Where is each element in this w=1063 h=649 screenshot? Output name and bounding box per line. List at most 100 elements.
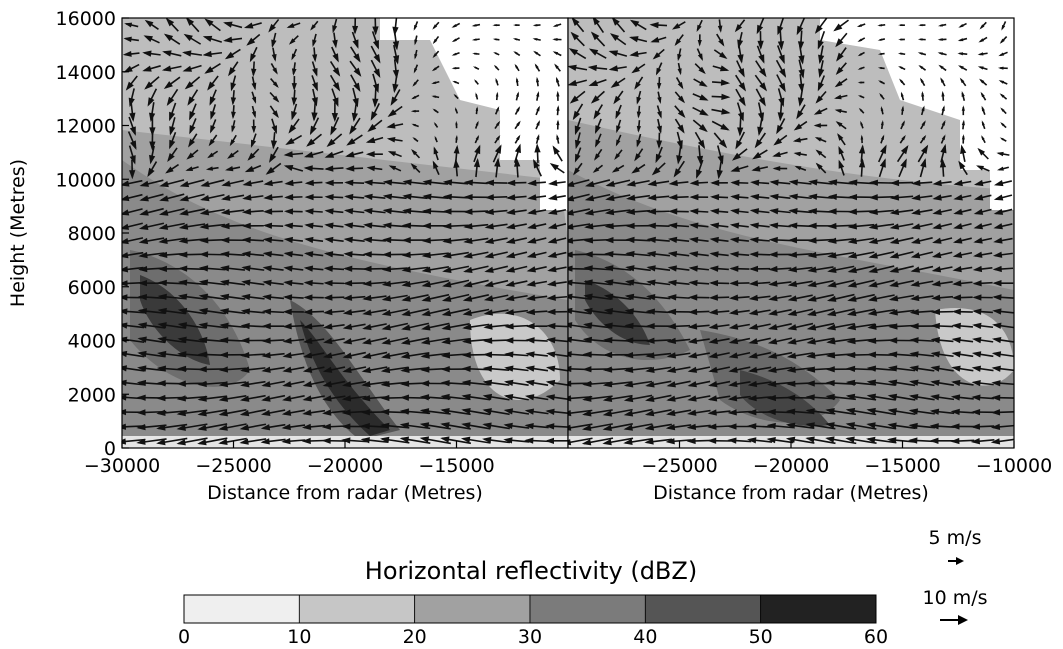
wind-vector-head — [250, 139, 257, 148]
wind-vector-head — [322, 395, 332, 402]
wind-vector-head — [200, 180, 210, 187]
wind-vector-head — [223, 21, 233, 28]
wind-vector-head — [311, 112, 318, 122]
wind-vector-head — [973, 179, 984, 187]
wind-vector-head — [826, 338, 836, 345]
wind-vector-head — [574, 125, 581, 136]
wind-vector-head — [727, 395, 738, 402]
wind-vector-head — [143, 35, 153, 43]
wind-vector-head — [380, 422, 390, 430]
wind-vector-head — [382, 193, 393, 200]
wind-vector-head — [737, 54, 744, 64]
wind-vector-head — [772, 165, 781, 172]
wind-vector-head — [526, 294, 536, 301]
wind-vector-head — [728, 352, 739, 359]
wind-vector-head — [400, 338, 411, 345]
wind-vector-head — [981, 135, 985, 141]
wind-vector-head — [344, 193, 354, 201]
wind-vector-head — [432, 38, 438, 45]
wind-vector-head — [953, 179, 963, 187]
wind-vector-head — [921, 120, 926, 126]
colorbar-cell — [183, 594, 300, 624]
wind-vector-head — [156, 394, 166, 402]
wind-vector-head — [251, 111, 256, 119]
wind-vector-head — [420, 338, 431, 345]
wind-vector-head — [380, 380, 390, 388]
wind-vector-head — [646, 279, 656, 286]
wind-vector-head — [961, 119, 965, 126]
wind-vector-head — [381, 352, 391, 359]
wind-vector-head — [504, 351, 514, 358]
wind-vector-head — [247, 152, 256, 161]
wind-vector-head — [532, 24, 538, 27]
wind-vector-head — [178, 279, 188, 286]
y-tick-label: 12000 — [56, 116, 116, 138]
wind-vector-head — [909, 308, 920, 316]
wind-vector-head — [461, 393, 471, 401]
wind-vector-head — [156, 365, 167, 372]
wind-vector-head — [767, 352, 778, 359]
wind-vector-head — [636, 111, 642, 119]
wind-vector-head — [696, 169, 703, 179]
wind-vector-head — [162, 50, 172, 57]
wind-vector-head — [858, 158, 866, 168]
wind-vector-head — [572, 110, 581, 121]
wind-vector-head — [941, 105, 945, 112]
wind-vector-head — [666, 352, 677, 359]
wind-vector-head — [239, 438, 249, 445]
wind-vector-head — [440, 436, 450, 443]
wind-vector-head — [568, 336, 573, 343]
wind-vector-head — [689, 179, 699, 187]
wind-vector-head — [261, 337, 271, 344]
wind-vector-head — [667, 236, 678, 244]
wind-vector-head — [223, 36, 233, 43]
wind-vector-head — [228, 67, 236, 77]
wind-vector-head — [950, 437, 960, 445]
wind-vector-head — [857, 67, 863, 70]
wind-vector-head — [666, 395, 676, 402]
wind-vector-head — [461, 422, 471, 429]
wind-vector-head — [219, 322, 229, 329]
wind-vector-head — [451, 38, 457, 43]
wind-vector-head — [634, 153, 641, 162]
wind-vector-head — [473, 157, 481, 168]
wind-vector-head — [220, 236, 230, 244]
wind-vector-head — [794, 165, 802, 171]
wind-vector-head — [342, 338, 353, 345]
wind-vector-head — [568, 237, 574, 244]
wind-vector-head — [251, 126, 257, 134]
wind-vector-head — [768, 295, 778, 302]
wind-vector-head — [122, 252, 129, 259]
wind-vector-head — [177, 322, 188, 329]
wind-vector-head — [512, 24, 518, 27]
wind-vector-head — [122, 237, 129, 245]
wind-vector-head — [826, 295, 837, 302]
wind-vector-head — [568, 48, 579, 56]
wind-vector-head — [806, 352, 816, 359]
wind-vector-head — [592, 167, 600, 173]
wind-vector-head — [868, 223, 878, 230]
wind-vector-head — [992, 308, 1002, 315]
wind-vector-head — [381, 309, 392, 316]
wind-vector-head — [806, 310, 817, 317]
wind-vector-head — [414, 39, 418, 46]
wind-vector-head — [197, 410, 207, 417]
wind-vector-head — [582, 395, 592, 402]
wind-vector-head — [754, 139, 763, 149]
wind-vector-head — [778, 97, 785, 108]
wind-vector-head — [838, 159, 845, 169]
wind-vector-head — [281, 438, 291, 445]
wind-vector-head — [707, 423, 717, 430]
wind-vector-head — [210, 125, 216, 134]
wind-vector-head — [1000, 122, 1005, 127]
wind-vector-head — [310, 24, 316, 31]
wind-vector-head — [182, 50, 192, 57]
wind-vector-head — [281, 409, 292, 416]
wind-vector-head — [503, 408, 514, 415]
wind-vector-head — [990, 423, 1001, 430]
wind-vector-head — [515, 77, 519, 83]
wind-vector-head — [207, 81, 216, 91]
wind-vector-head — [879, 144, 887, 155]
right-panel: −25000 −20000 −15000 −10000 Distance from r… — [567, 17, 1052, 504]
wind-vector-head — [158, 223, 169, 230]
